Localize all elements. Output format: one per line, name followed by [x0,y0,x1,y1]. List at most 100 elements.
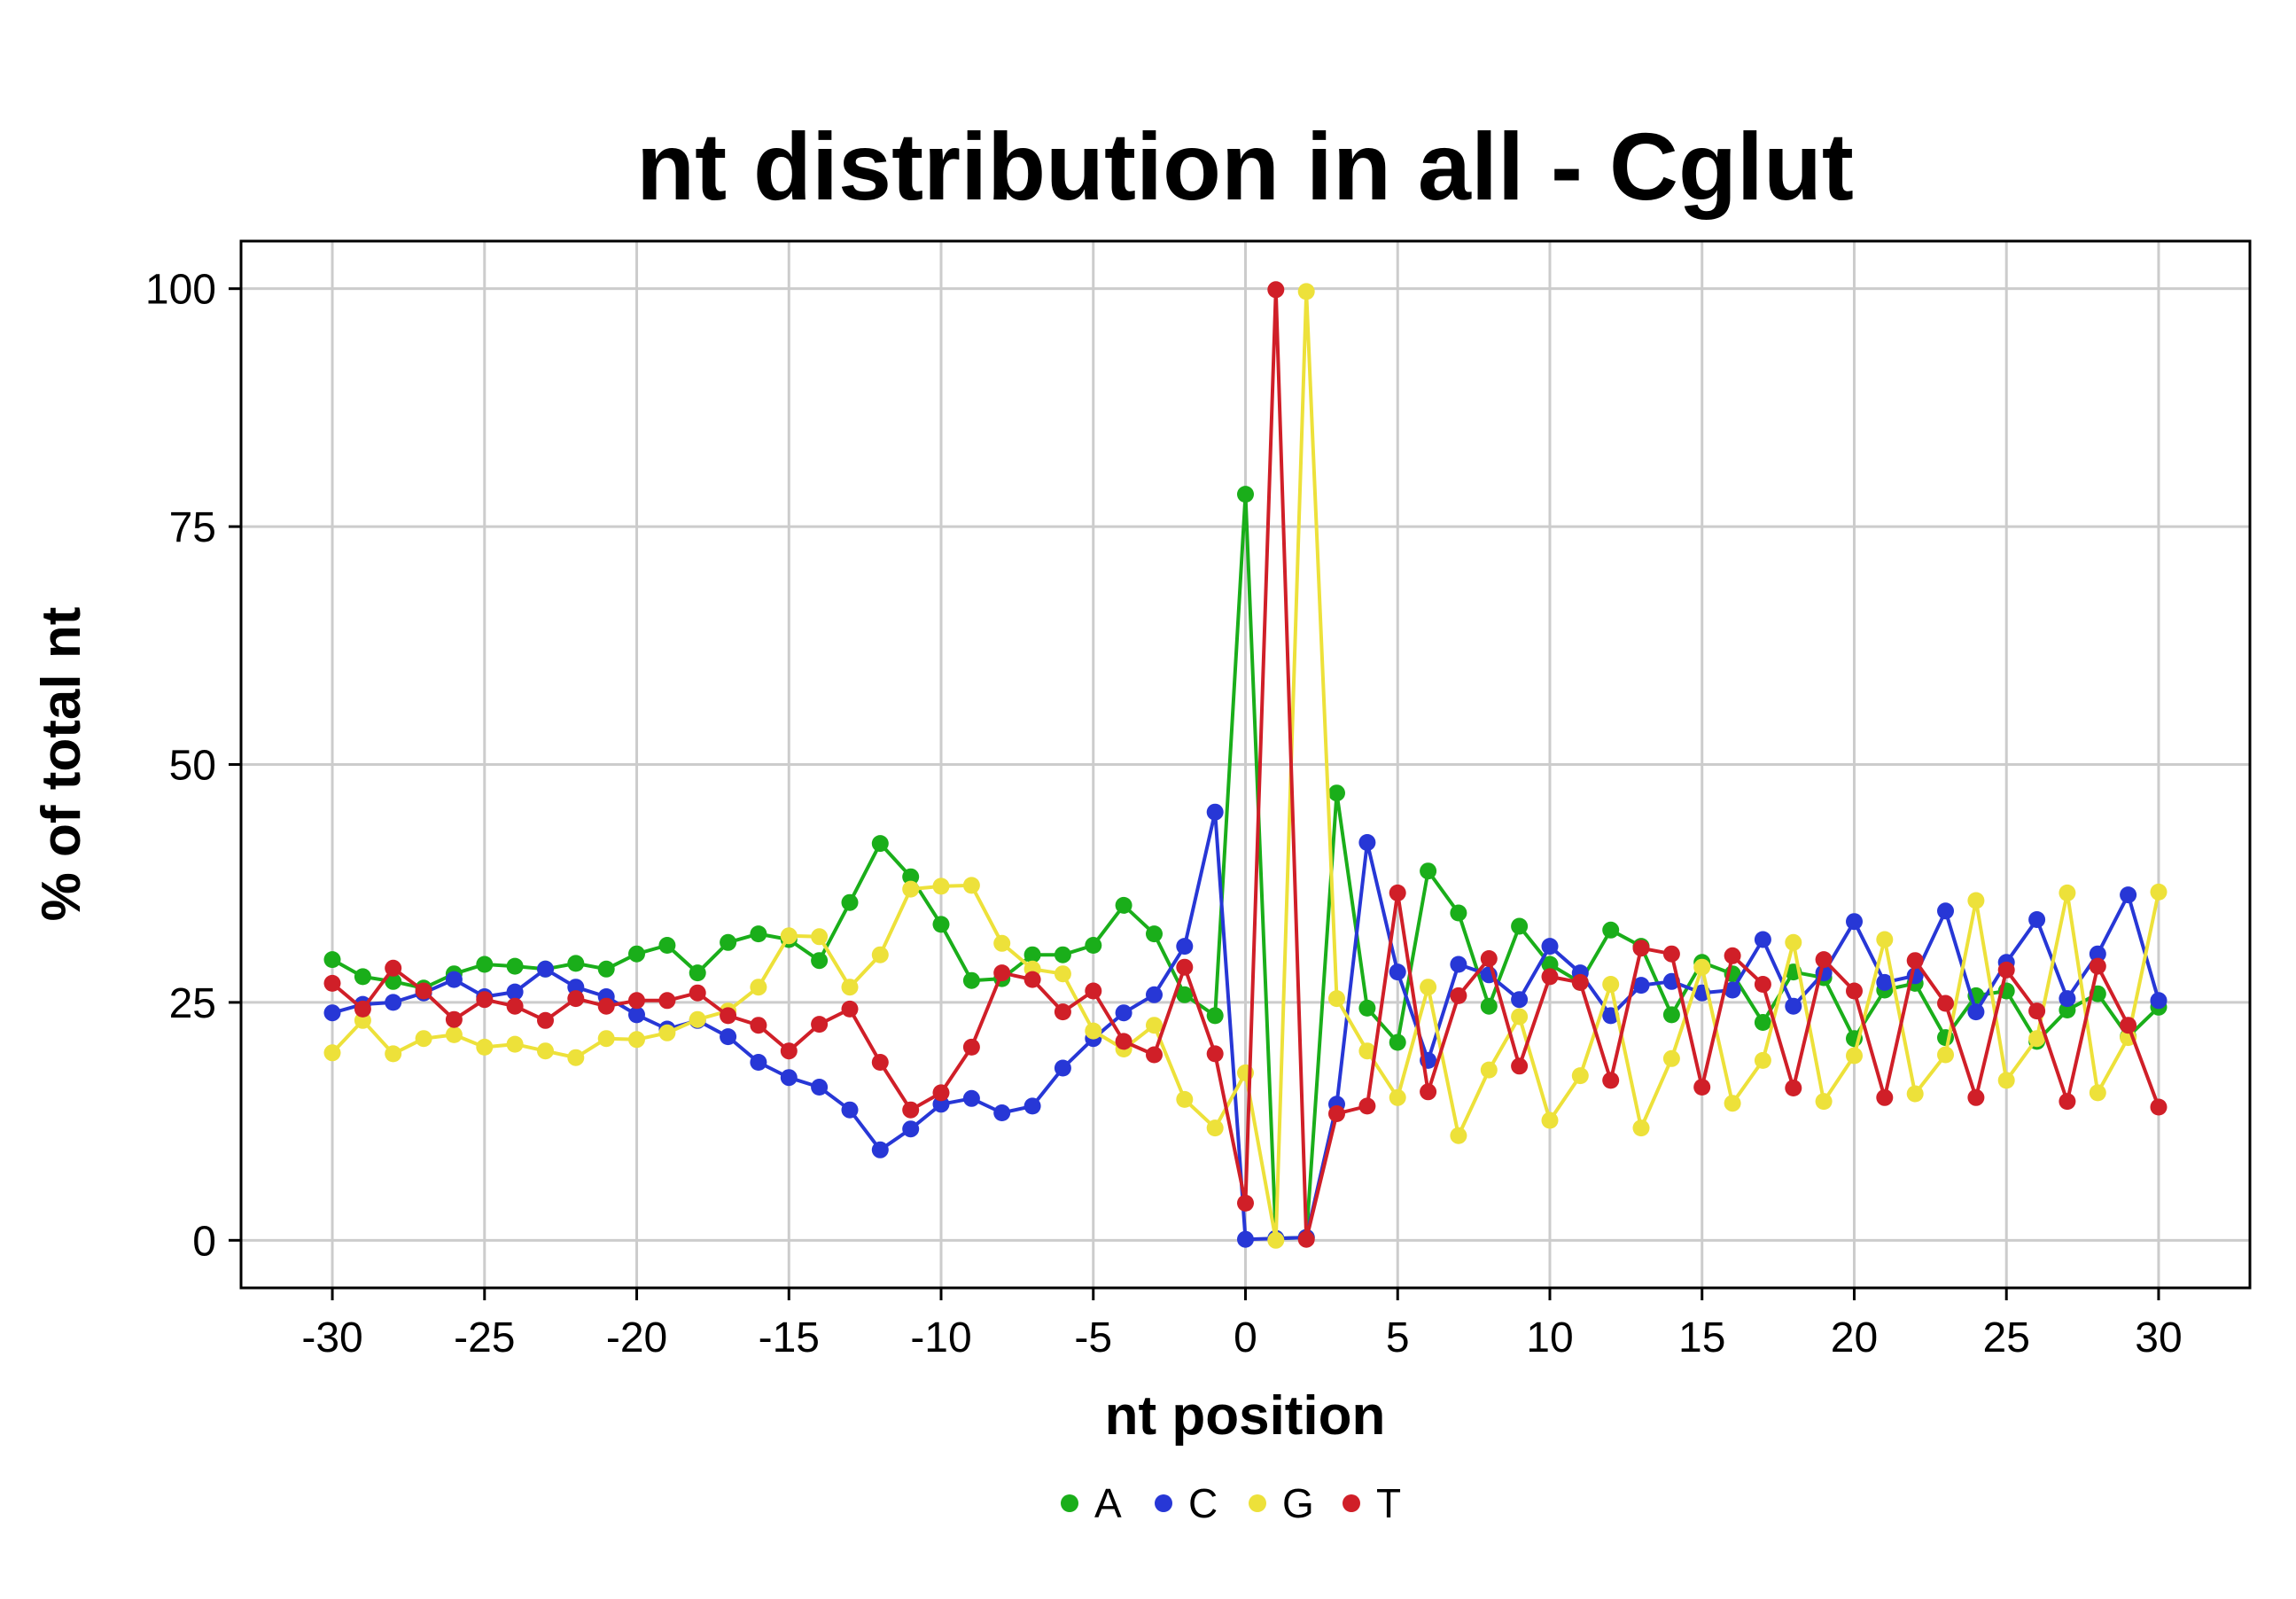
data-point-c [1146,986,1163,1003]
x-tick-label: -5 [1074,1314,1112,1361]
data-point-t [1267,281,1285,299]
data-point-c [2150,992,2168,1010]
data-point-t [567,990,585,1008]
data-point-t [1693,1079,1711,1096]
data-point-c [1115,1004,1132,1022]
data-point-a [506,957,524,975]
data-point-t [780,1042,798,1060]
data-point-c [811,1079,829,1096]
data-point-c [506,983,524,1001]
data-point-a [1206,1007,1224,1025]
data-point-c [1023,1097,1041,1115]
y-axis-title: % of total nt [31,607,92,922]
data-point-t [1846,982,1863,1000]
data-point-g [658,1024,676,1041]
data-point-g [871,946,889,963]
x-tick-label: 30 [2135,1314,2182,1361]
data-point-t [415,982,432,1000]
data-point-c [841,1101,859,1119]
data-point-a [1480,997,1498,1015]
data-point-a [1176,986,1194,1003]
data-point-a [476,956,494,973]
data-point-t [445,1010,463,1028]
data-point-c [720,1028,737,1046]
y-tick-label: 50 [169,743,216,790]
data-point-a [1085,937,1102,954]
data-point-g [811,928,829,946]
x-tick-label: 20 [1831,1314,1878,1361]
legend-marker-c [1155,1494,1172,1512]
data-point-t [1420,1083,1437,1101]
legend-marker-a [1061,1494,1078,1512]
data-point-t [1297,1230,1315,1248]
data-point-c [1632,977,1650,994]
data-point-t [1602,1072,1620,1089]
data-point-t [1571,973,1589,991]
data-point-g [323,1044,341,1062]
data-point-g [476,1038,494,1056]
x-tick-label: 5 [1386,1314,1410,1361]
data-point-g [415,1030,432,1048]
data-point-a [1054,946,1071,963]
data-point-g [1693,958,1711,976]
data-point-c [1176,938,1194,956]
data-point-t [1967,1088,1985,1106]
data-point-g [1480,1061,1498,1079]
data-point-c [323,1004,341,1022]
data-point-t [354,1000,371,1018]
data-point-t [506,997,524,1015]
data-point-g [962,877,980,894]
data-point-t [1389,884,1406,901]
data-point-a [1541,956,1559,973]
data-point-t [1511,1057,1529,1075]
data-point-t [1541,968,1559,986]
data-point-g [1997,1072,2015,1089]
data-point-c [1054,1059,1071,1077]
data-point-c [2028,911,2046,928]
data-point-a [1602,921,1620,939]
data-point-g [1602,976,1620,993]
x-tick-label: -30 [301,1314,362,1361]
data-point-a [1146,925,1163,943]
data-point-c [1511,991,1529,1009]
x-axis-ticks: -30 -25 -20 -15 -10 -5 0 5 10 15 20 25 30 [301,1288,2183,1361]
data-point-t [962,1038,980,1056]
data-point-g [932,878,950,895]
data-point-c [2059,990,2076,1008]
data-point-t [1632,940,1650,957]
data-point-a [932,916,950,933]
legend-label-t: T [1376,1480,1401,1526]
data-point-g [1815,1093,1833,1111]
data-point-c [1724,981,1741,999]
data-point-c [750,1054,767,1071]
data-point-a [689,964,706,982]
data-point-g [1420,979,1437,996]
data-point-a [962,971,980,989]
data-point-g [1389,1088,1406,1106]
data-point-t [1815,951,1833,969]
data-point-t [720,1007,737,1025]
data-point-c [871,1141,889,1158]
legend-marker-g [1249,1494,1266,1512]
data-point-c [385,994,402,1011]
data-point-g [1328,990,1345,1008]
y-tick-label: 75 [169,504,216,551]
data-point-t [1085,982,1102,1000]
data-point-c [1389,963,1406,981]
data-point-c [445,971,463,988]
data-point-g [628,1031,645,1049]
data-point-t [628,992,645,1010]
data-point-t [323,974,341,992]
data-point-t [1054,1003,1071,1021]
x-tick-label: -10 [910,1314,971,1361]
data-point-g [1754,1051,1771,1069]
data-point-t [1237,1194,1254,1212]
data-point-t [993,964,1011,982]
data-point-c [1206,803,1224,821]
data-point-g [1297,283,1315,300]
x-tick-label: 0 [1234,1314,1257,1361]
data-point-t [841,1000,859,1018]
data-point-a [323,951,341,969]
